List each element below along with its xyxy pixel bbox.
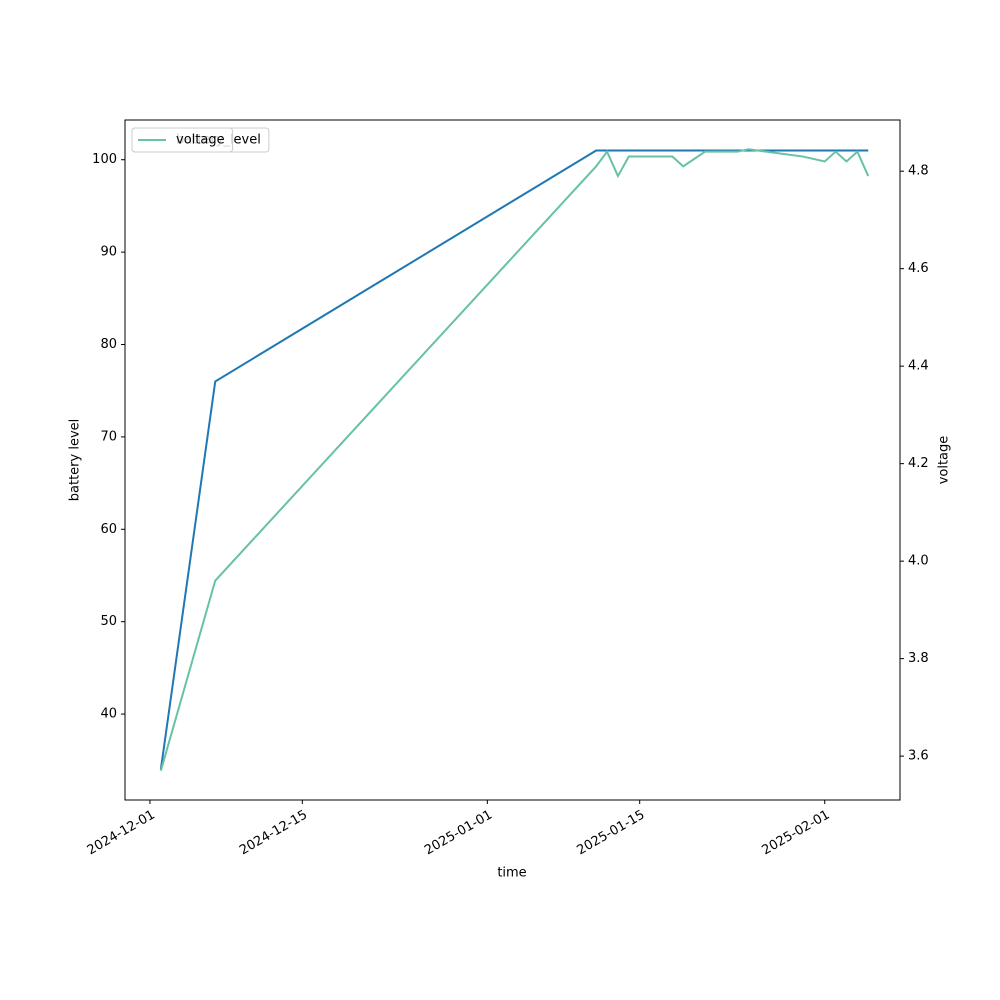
line-series xyxy=(159,149,869,770)
y2-tick-label: 3.6 xyxy=(908,749,929,764)
y2-tick-label: 4.8 xyxy=(908,164,929,179)
y-tick-label: 40 xyxy=(100,707,117,722)
y2-tick-label: 4.6 xyxy=(908,261,929,276)
y-tick-label: 80 xyxy=(100,337,117,352)
y2-tick-label: 4.2 xyxy=(908,456,929,471)
legend: voltage xyxy=(131,127,234,153)
y2-axis-label: voltage xyxy=(937,436,952,485)
y-axis-label: battery level xyxy=(68,419,83,502)
x-tick-label: 2024-12-01 xyxy=(85,808,158,859)
y-tick-label: 50 xyxy=(100,614,117,629)
y-tick-label: 60 xyxy=(100,522,117,537)
x-tick-label: 2025-01-15 xyxy=(575,808,648,859)
x-axis-label: time xyxy=(497,866,526,881)
y2-tick-label: 3.8 xyxy=(908,651,929,666)
legend-label: voltage xyxy=(176,133,225,148)
line-series xyxy=(159,148,870,772)
y2-tick-label: 4.4 xyxy=(908,359,929,374)
legend-box xyxy=(131,127,234,153)
y2-tick-label: 4.0 xyxy=(908,554,929,569)
x-tick-label: 2024-12-15 xyxy=(237,808,310,859)
y-tick-label: 90 xyxy=(100,245,117,260)
axes-frame xyxy=(124,119,901,801)
x-tick-label: 2025-01-01 xyxy=(422,808,495,859)
y-tick-label: 70 xyxy=(100,429,117,444)
y-tick-label: 100 xyxy=(92,152,117,167)
x-tick-label: 2025-02-01 xyxy=(760,808,833,859)
